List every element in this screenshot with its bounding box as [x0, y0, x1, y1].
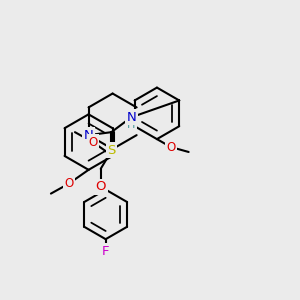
Text: S: S — [107, 143, 116, 157]
Text: N: N — [84, 129, 93, 142]
Text: O: O — [95, 180, 106, 193]
Text: N: N — [126, 111, 136, 124]
Text: O: O — [64, 177, 74, 190]
Text: O: O — [166, 140, 176, 154]
Text: O: O — [88, 136, 98, 148]
Text: F: F — [102, 244, 110, 258]
Text: H: H — [127, 120, 135, 130]
